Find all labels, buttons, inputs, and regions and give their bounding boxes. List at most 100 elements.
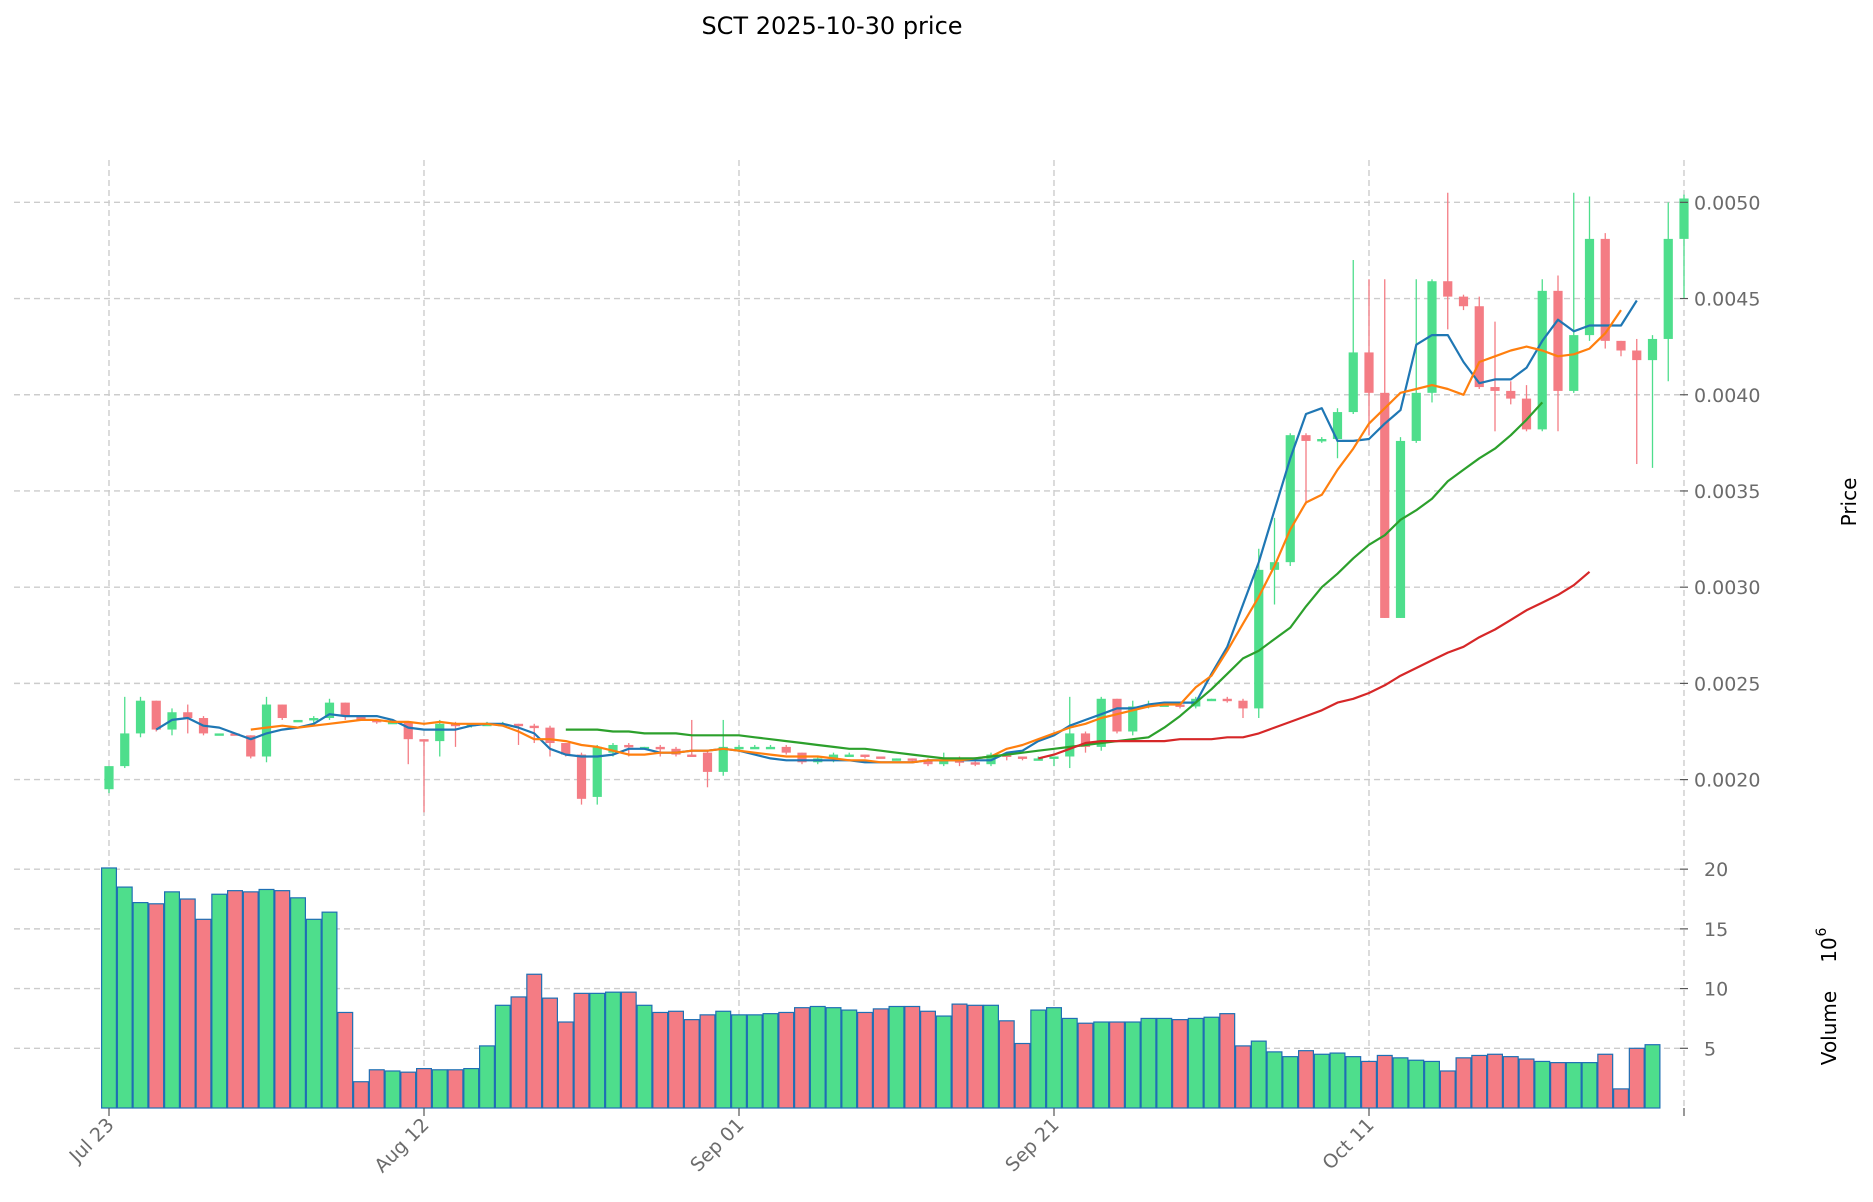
price-gridlines	[14, 201, 1680, 781]
volume-bar	[1408, 1059, 1425, 1109]
price-axis: 0.0020 0.0025 0.0030 0.0035 0.0040 0.0045 0.00…	[1680, 192, 1760, 792]
candle-body	[513, 723, 524, 727]
candle-body	[1380, 392, 1390, 618]
volume-bar	[1423, 1060, 1440, 1109]
volume-bar	[589, 992, 606, 1109]
moving-average-line	[250, 309, 1622, 764]
candle-body	[1317, 439, 1327, 442]
candle-body	[1096, 698, 1106, 747]
volume-bar	[1093, 1021, 1110, 1109]
volume-bar	[699, 1014, 716, 1109]
volume-bar	[1203, 1016, 1220, 1109]
candle-body	[687, 754, 697, 757]
volume-bar	[321, 911, 338, 1109]
volume-tick-label: 5	[1704, 1038, 1716, 1060]
volume-bar	[1392, 1057, 1409, 1109]
candle-body	[954, 760, 965, 763]
volume-bar	[258, 888, 275, 1109]
volume-tick-label: 15	[1704, 919, 1728, 941]
volume-bar	[1077, 1022, 1094, 1109]
candle-body	[702, 752, 713, 772]
volume-bar	[1219, 1013, 1236, 1109]
candle-body	[545, 727, 555, 744]
volume-bar	[557, 1021, 574, 1109]
candle-body	[939, 760, 949, 765]
volume-bar	[1061, 1017, 1078, 1109]
candle-body	[970, 762, 980, 765]
candle-body	[135, 700, 146, 734]
volume-axis-unit-base: 10	[1817, 937, 1841, 962]
candle-body	[183, 712, 193, 719]
volume-bar	[1360, 1060, 1377, 1109]
candle-body	[1490, 387, 1500, 391]
volume-bar	[793, 1007, 810, 1109]
x-tick-label: Oct 11	[1318, 1114, 1378, 1174]
volume-bar	[479, 1045, 496, 1109]
candle-body	[1033, 758, 1043, 761]
volume-bar	[400, 1071, 417, 1109]
candle-body	[104, 766, 114, 790]
volume-bar	[825, 1007, 842, 1109]
volume-bar	[337, 1011, 354, 1109]
volume-bar	[856, 1011, 873, 1109]
candle-body	[435, 723, 445, 742]
candle-body	[1206, 698, 1217, 702]
volume-bar	[1549, 1062, 1566, 1109]
volume-bar	[1014, 1042, 1031, 1109]
volume-bar	[951, 1003, 968, 1109]
chart-title: SCT 2025-10-30 price	[701, 12, 962, 40]
candle-body	[1238, 700, 1248, 709]
volume-bar	[620, 991, 637, 1109]
price-axis-label: Price	[1837, 478, 1861, 527]
candle-body	[1080, 733, 1091, 747]
volume-bar	[604, 991, 621, 1109]
volume-bar	[1266, 1051, 1283, 1109]
x-tick-label: Sep 21	[1001, 1114, 1063, 1176]
volume-bar	[746, 1014, 763, 1109]
volume-bar	[305, 918, 322, 1109]
volume-bar	[1565, 1062, 1582, 1109]
volume-bar	[447, 1069, 464, 1109]
volume-bar	[1628, 1047, 1645, 1109]
candle-body	[781, 746, 791, 753]
candle-body	[734, 746, 744, 750]
volume-bar	[463, 1067, 480, 1109]
candle-body	[750, 746, 760, 750]
candle-body	[1584, 238, 1595, 336]
volume-bar	[510, 996, 527, 1109]
candle-body	[387, 721, 398, 725]
volume-axis-label: Volume 10 6	[1814, 927, 1841, 1065]
candle-body	[1474, 306, 1484, 388]
candle-body	[372, 719, 382, 723]
volume-bar	[1329, 1052, 1346, 1109]
candle-body	[1332, 412, 1343, 440]
moving-average-line	[155, 299, 1638, 764]
price-tick-label: 0.0040	[1694, 385, 1760, 407]
volume-bar	[1171, 1019, 1188, 1109]
price-tick-label: 0.0035	[1694, 481, 1760, 503]
volume-bars	[100, 867, 1661, 1109]
price-tick-label: 0.0020	[1694, 770, 1760, 792]
x-axis: Jul 23 Aug 12 Sep 01 Sep 21 Oct 11	[65, 1108, 1685, 1177]
volume-bar	[1045, 1007, 1062, 1109]
candle-body	[1128, 706, 1138, 732]
candle-body	[1647, 338, 1658, 361]
volume-bar	[1124, 1021, 1141, 1109]
volume-bar	[667, 1010, 684, 1109]
candle-body	[923, 760, 933, 765]
volume-bar	[1345, 1056, 1362, 1109]
candle-body	[246, 735, 256, 757]
candle-body	[1175, 704, 1185, 707]
candle-body	[718, 746, 728, 772]
volume-bar	[1502, 1056, 1519, 1109]
volume-bar	[1297, 1050, 1314, 1109]
candle-body	[1679, 198, 1689, 239]
candle-body	[1002, 754, 1012, 757]
volume-bar	[368, 1069, 385, 1109]
candle-body	[151, 700, 161, 730]
volume-bar	[100, 867, 117, 1109]
volume-bar	[116, 886, 133, 1109]
volume-bar	[211, 893, 228, 1109]
volume-bar	[1597, 1053, 1614, 1109]
